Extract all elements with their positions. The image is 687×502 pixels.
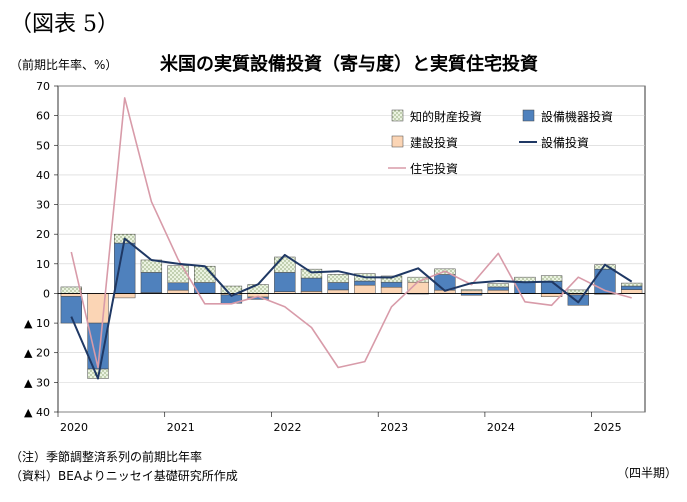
- y-tick-label: 70: [36, 80, 50, 93]
- bar-structures: [540, 293, 563, 297]
- bar-ip: [621, 282, 643, 287]
- bar-structures: [114, 293, 136, 299]
- bar-structures: [380, 286, 403, 294]
- line-series: [70, 97, 633, 380]
- unit-label: （前期比年率、%）: [10, 58, 118, 72]
- bar-ip: [540, 275, 563, 282]
- bar-structures: [167, 289, 189, 294]
- y-tick-label: ▲ 20: [24, 347, 50, 360]
- legend-label: 設備投資: [541, 135, 589, 150]
- bar-structures: [487, 289, 509, 294]
- bar-equipment: [621, 285, 643, 290]
- bar-equipment: [167, 282, 189, 291]
- bar-equipment: [300, 277, 323, 292]
- bar-equipment: [114, 242, 136, 294]
- bar-equipment: [274, 272, 296, 292]
- x-axis-ticks: 2020 2021 2022 2023 2024 2025: [57, 412, 622, 434]
- period-label: （四半期）: [616, 466, 677, 480]
- legend-label: 住宅投資: [410, 161, 458, 176]
- y-tick-label: ▲ 40: [24, 406, 50, 419]
- bar-ip: [327, 274, 349, 283]
- legend-label: 設備機器投資: [541, 109, 613, 124]
- y-tick-label: 50: [36, 139, 50, 152]
- bar-ip: [487, 283, 509, 288]
- bar-equipment: [60, 296, 82, 324]
- grid-lines: [58, 85, 645, 413]
- legend-swatch: [391, 109, 404, 122]
- y-tick-label: ▲ 10: [24, 317, 50, 330]
- y-tick-label: 0: [43, 287, 50, 300]
- chart-title: 米国の実質設備投資（寄与度）と実質住宅投資: [160, 54, 538, 75]
- legend-swatch: [391, 135, 404, 148]
- bar-ip: [60, 286, 82, 294]
- bar-ip: [167, 265, 189, 284]
- bar-equipment: [567, 294, 589, 306]
- figure-label: （図表 5）: [10, 12, 119, 37]
- y-tick-label: 40: [36, 169, 50, 182]
- footnote: （注）季節調整済系列の前期比年率: [10, 450, 203, 464]
- legend-label: 建設投資: [410, 135, 458, 150]
- bar-equipment: [487, 286, 509, 291]
- x-tick-label: 2022: [273, 421, 301, 434]
- plot-frame: [57, 85, 646, 413]
- bar-structures: [354, 284, 376, 294]
- bar-series: [60, 233, 643, 379]
- x-tick-label: 2025: [594, 421, 622, 434]
- bar-ip: [300, 268, 323, 279]
- bar-structures: [460, 290, 483, 294]
- y-tick-label: ▲ 30: [24, 376, 50, 389]
- bar-structures: [621, 289, 643, 294]
- bar-ip: [247, 284, 269, 294]
- y-tick-label: 10: [36, 258, 50, 271]
- bar-equipment: [380, 281, 403, 288]
- x-tick-label: 2024: [487, 421, 515, 434]
- bar-structures: [60, 293, 82, 297]
- x-tick-label: 2021: [167, 421, 195, 434]
- x-tick-label: 2020: [60, 421, 88, 434]
- bar-equipment: [327, 282, 349, 291]
- legend-label: 知的財産投資: [410, 109, 482, 124]
- bar-ip: [460, 289, 483, 292]
- bar-equipment: [140, 272, 163, 293]
- bar-structures: [327, 289, 349, 294]
- x-tick-label: 2023: [380, 421, 408, 434]
- line-total-investment: [70, 237, 633, 380]
- source-note: （資料）BEAよりニッセイ基礎研究所作成: [10, 469, 238, 483]
- y-tick-label: 30: [36, 199, 50, 212]
- y-tick-label: 20: [36, 228, 50, 241]
- bar-equipment: [354, 280, 376, 286]
- y-axis-ticks: 70 60 50 40 30 20 10 0 ▲ 10 ▲ 20 ▲ 30 ▲ 40: [24, 80, 58, 419]
- y-tick-label: 60: [36, 110, 50, 123]
- legend-swatch: [522, 109, 535, 122]
- bar-ip: [380, 275, 403, 283]
- line-residential: [70, 97, 632, 369]
